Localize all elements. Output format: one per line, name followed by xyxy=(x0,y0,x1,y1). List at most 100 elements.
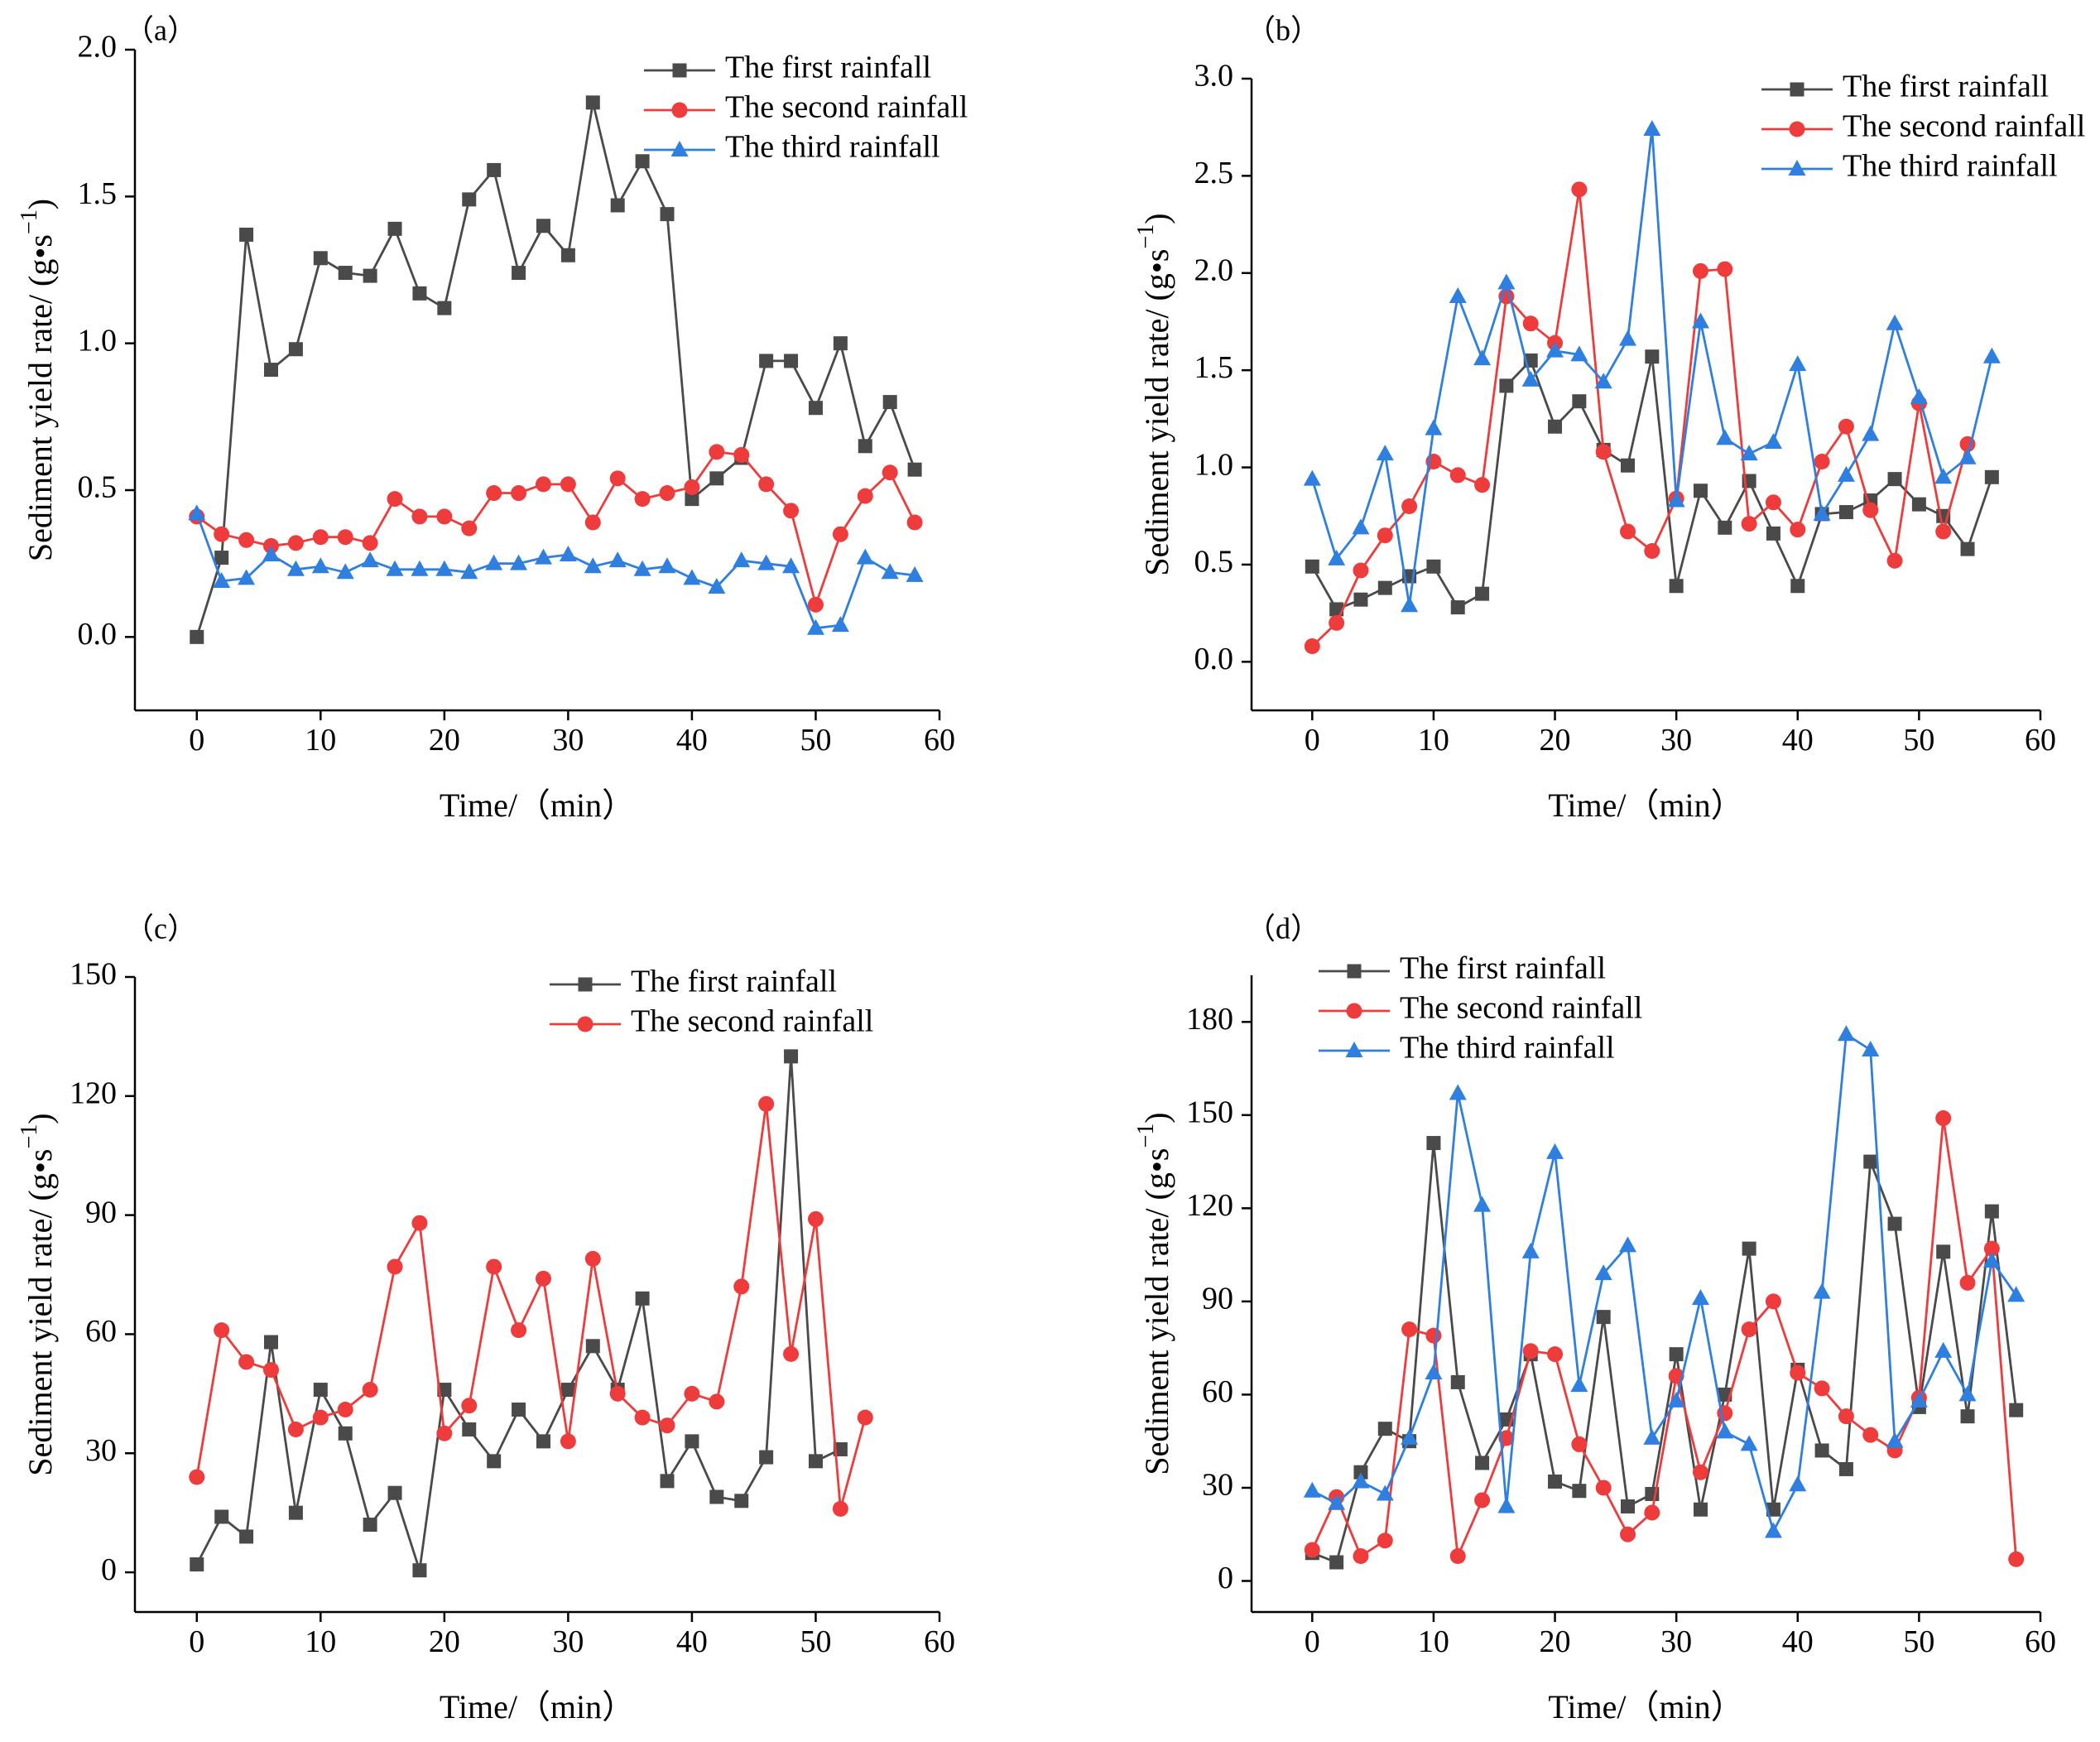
series-first xyxy=(190,1049,848,1578)
data-point xyxy=(1644,1504,1660,1521)
data-point xyxy=(189,1469,205,1485)
x-tick-label: 50 xyxy=(800,723,831,758)
data-point xyxy=(1329,614,1345,631)
data-point xyxy=(757,554,776,570)
data-point xyxy=(1741,516,1757,532)
series-line xyxy=(1311,1142,2018,1564)
data-point xyxy=(734,1494,749,1509)
data-point xyxy=(486,1258,502,1275)
data-point xyxy=(807,596,824,613)
x-tick-label: 40 xyxy=(1782,723,1814,758)
data-point xyxy=(1838,1408,1854,1425)
data-point xyxy=(808,401,823,416)
series-third xyxy=(1303,120,2001,613)
data-point xyxy=(1425,1327,1442,1344)
data-point xyxy=(1960,541,1975,556)
data-point xyxy=(660,1474,675,1489)
legend-label: The first rainfall xyxy=(725,51,931,85)
data-point xyxy=(1982,1252,2001,1268)
x-tick-label: 30 xyxy=(552,1624,584,1659)
data-point xyxy=(709,471,724,486)
data-point xyxy=(1621,1499,1636,1513)
x-tick-label: 60 xyxy=(2025,1624,2056,1659)
data-point xyxy=(1620,523,1636,540)
x-tick-label: 40 xyxy=(1782,1624,1814,1659)
data-point xyxy=(1667,1391,1685,1408)
data-point xyxy=(486,485,502,502)
data-point xyxy=(1473,1196,1492,1212)
data-point xyxy=(1644,542,1660,559)
data-point xyxy=(881,563,899,580)
series-third xyxy=(188,504,924,635)
data-point xyxy=(510,554,528,570)
data-point xyxy=(784,1049,799,1064)
data-point xyxy=(338,1426,353,1441)
data-point xyxy=(286,560,305,576)
data-point xyxy=(635,1291,650,1306)
data-point xyxy=(584,1250,601,1267)
data-point xyxy=(1886,1432,1904,1448)
data-point xyxy=(1352,1472,1370,1489)
data-point xyxy=(1910,1391,1928,1408)
series-second xyxy=(1304,1110,2025,1567)
data-point xyxy=(387,221,402,236)
data-point xyxy=(536,219,550,233)
data-point xyxy=(1475,586,1490,601)
data-point xyxy=(1790,1364,1806,1381)
data-point xyxy=(1911,497,1926,512)
y-tick-label: 0 xyxy=(1218,1561,1233,1595)
data-point xyxy=(1862,1041,1880,1057)
data-point xyxy=(784,354,799,368)
data-point xyxy=(709,1489,724,1504)
data-point xyxy=(362,1382,378,1398)
legend-label: The third rainfall xyxy=(725,130,940,165)
data-point xyxy=(1643,120,1661,137)
data-point xyxy=(1546,1143,1564,1159)
data-point xyxy=(535,1270,551,1287)
data-point xyxy=(363,1518,377,1533)
data-point xyxy=(1377,1422,1392,1436)
data-point xyxy=(1595,1480,1612,1496)
panel-2: （b） 0 10 20 30 40 50 60 0.0 0.5 1.0 1.5 2.0 2.5 3.0 Tim… xyxy=(1133,13,2085,824)
data-point xyxy=(1426,559,1441,574)
data-point xyxy=(1401,1428,1419,1445)
data-point xyxy=(311,557,329,574)
legend-label: The second rainfall xyxy=(1400,991,1642,1026)
y-tick-label: 180 xyxy=(1186,1002,1233,1037)
data-point xyxy=(1304,638,1320,655)
data-point xyxy=(1303,1481,1321,1498)
series-second xyxy=(189,1095,873,1517)
x-tick-label: 10 xyxy=(305,1624,336,1659)
data-point xyxy=(1790,579,1805,594)
data-point xyxy=(262,546,280,562)
data-point xyxy=(907,462,922,477)
y-tick-label: 1.5 xyxy=(1194,350,1234,385)
data-point xyxy=(1522,315,1539,332)
y-axis-label: Sediment yield rate/ (g•s−1) xyxy=(1133,213,1175,575)
y-tick-label: 120 xyxy=(1186,1188,1233,1223)
x-tick-label: 40 xyxy=(676,1624,708,1659)
data-point xyxy=(412,286,427,301)
y-tick-label: 60 xyxy=(85,1314,117,1349)
data-point xyxy=(1886,314,1904,330)
x-tick-label: 0 xyxy=(189,723,204,758)
data-point xyxy=(363,268,377,283)
data-point xyxy=(1571,1436,1588,1452)
data-point xyxy=(535,476,551,493)
data-point xyxy=(1497,273,1516,290)
data-point xyxy=(1691,1289,1709,1306)
data-point xyxy=(1959,1274,1976,1291)
data-point xyxy=(1547,1346,1564,1363)
data-point xyxy=(633,560,651,576)
data-point xyxy=(759,354,774,368)
data-point xyxy=(1838,418,1854,435)
data-point xyxy=(1498,1430,1515,1446)
data-point xyxy=(1764,1522,1782,1538)
data-point xyxy=(1546,341,1564,358)
data-point xyxy=(808,1454,823,1469)
data-point xyxy=(1887,1216,1902,1231)
data-point xyxy=(1353,1465,1368,1480)
data-point xyxy=(1862,502,1879,518)
data-point xyxy=(1742,1241,1756,1256)
x-axis-label: Time/（min） xyxy=(440,787,635,824)
